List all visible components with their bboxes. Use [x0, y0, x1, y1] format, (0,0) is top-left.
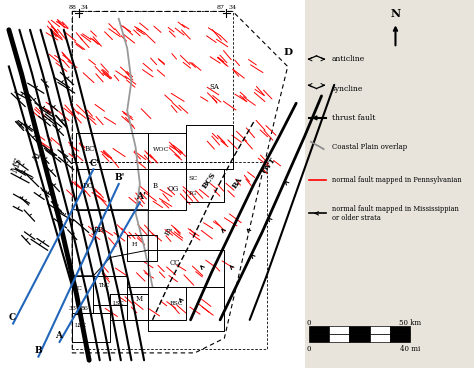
Text: 34: 34 [228, 4, 237, 10]
Text: BCS: BCS [201, 170, 218, 190]
Text: WOC: WOC [153, 147, 169, 152]
Bar [329, 326, 349, 334]
Text: ThC: ThC [98, 283, 109, 288]
Text: TC: TC [74, 286, 83, 291]
Text: BSC: BSC [169, 301, 183, 306]
Bar [309, 326, 329, 334]
Text: A': A' [136, 192, 146, 201]
Text: D: D [283, 49, 292, 57]
Text: syncline: syncline [332, 85, 364, 92]
Text: Coastal Plain overlap: Coastal Plain overlap [332, 143, 407, 151]
Text: MS: MS [11, 158, 25, 175]
Text: M: M [136, 296, 143, 304]
Bar [390, 326, 410, 334]
Text: OVT: OVT [260, 155, 277, 175]
Bar [309, 334, 329, 342]
Text: H: H [131, 243, 137, 247]
Text: CC: CC [169, 259, 180, 267]
Bar [0, 0, 305, 368]
Text: B: B [153, 182, 157, 190]
Text: 0: 0 [307, 345, 311, 353]
Text: 88: 88 [68, 4, 76, 10]
Text: 87: 87 [216, 4, 224, 10]
Text: OG: OG [167, 185, 179, 193]
Text: normal fault mapped in Mississippian
or older strata: normal fault mapped in Mississippian or … [332, 205, 459, 222]
Text: 40 mi: 40 mi [400, 345, 420, 353]
Bar [329, 334, 349, 342]
Text: C: C [9, 313, 16, 322]
Text: normal fault mapped in Pennsylvanian: normal fault mapped in Pennsylvanian [332, 176, 462, 184]
Text: LBC: LBC [74, 323, 86, 328]
Text: N: N [391, 8, 401, 19]
Text: SC: SC [189, 176, 198, 181]
Text: thrust fault: thrust fault [332, 114, 375, 122]
Text: B: B [34, 346, 42, 355]
Bar [370, 334, 390, 342]
Text: PA: PA [163, 226, 174, 237]
Text: anticline: anticline [332, 55, 365, 63]
Bar [305, 0, 423, 368]
Bar [349, 326, 370, 334]
Text: 34: 34 [81, 4, 89, 10]
Text: BC: BC [85, 145, 95, 153]
Text: PG: PG [189, 191, 197, 196]
Text: 33: 33 [68, 306, 76, 311]
Bar [349, 334, 370, 342]
Bar [370, 326, 390, 334]
Text: C': C' [89, 159, 99, 168]
Text: A: A [55, 331, 63, 340]
Text: DC: DC [83, 182, 93, 190]
Text: 86: 86 [81, 306, 89, 311]
Text: B': B' [115, 173, 125, 182]
Bar [390, 334, 410, 342]
Text: AL: AL [32, 149, 45, 164]
Text: BA: BA [231, 175, 244, 190]
Text: RB: RB [93, 226, 104, 234]
Text: SA: SA [210, 82, 219, 91]
Text: 0: 0 [307, 319, 311, 327]
Text: LSC: LSC [112, 301, 124, 306]
Text: 50 km: 50 km [399, 319, 421, 327]
